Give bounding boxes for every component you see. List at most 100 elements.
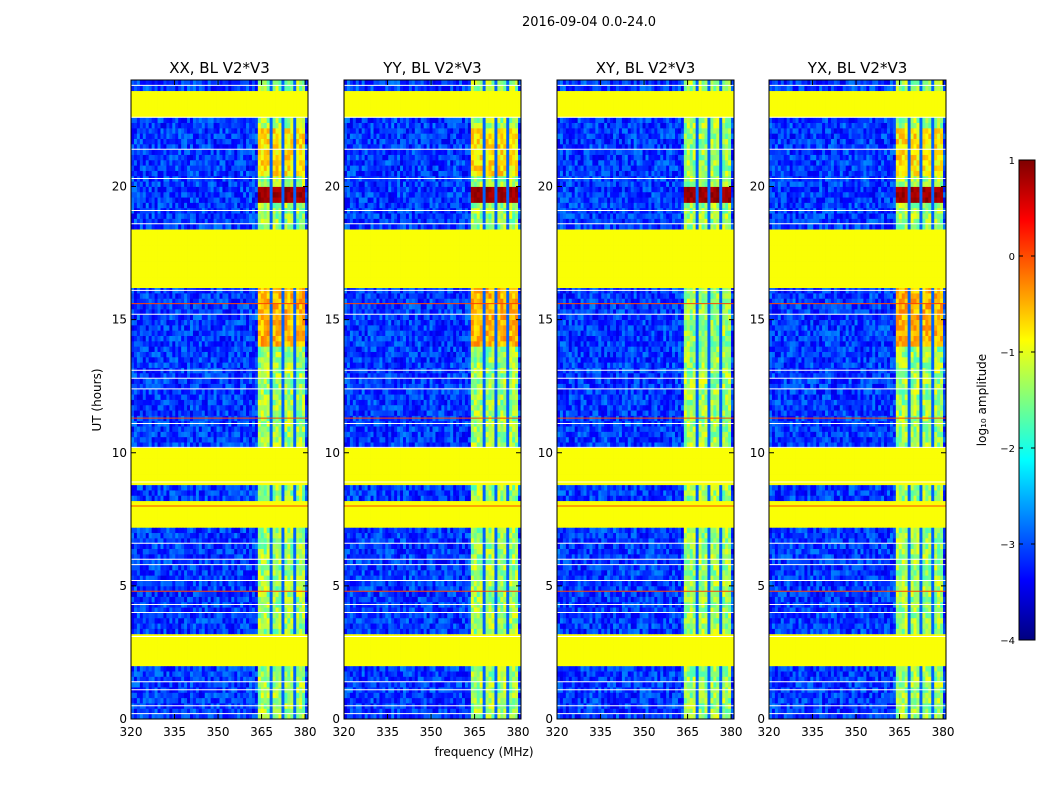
heatmap-cell bbox=[299, 293, 303, 299]
heatmap-cell bbox=[228, 649, 232, 656]
heatmap-cell bbox=[184, 410, 188, 416]
heatmap-cell bbox=[151, 277, 155, 283]
heatmap-cell bbox=[222, 516, 226, 523]
heatmap-cell bbox=[142, 617, 147, 624]
heatmap-cell bbox=[184, 660, 188, 667]
heatmap-cell bbox=[133, 308, 138, 315]
heatmap-cell bbox=[275, 308, 279, 315]
heatmap-cell bbox=[148, 468, 153, 475]
heatmap-cell bbox=[290, 308, 294, 315]
heatmap-cell bbox=[263, 681, 268, 688]
heatmap-cell bbox=[207, 697, 212, 704]
heatmap-cell bbox=[145, 543, 150, 549]
heatmap-cell bbox=[296, 543, 300, 549]
heatmap-cell bbox=[142, 596, 147, 603]
heatmap-cell bbox=[178, 298, 182, 305]
heatmap-cell bbox=[234, 521, 238, 528]
heatmap-cell bbox=[145, 692, 150, 699]
heatmap-cell bbox=[133, 335, 138, 342]
heatmap-cell bbox=[296, 330, 300, 336]
heatmap-cell bbox=[302, 463, 306, 470]
heatmap-cell bbox=[148, 537, 153, 544]
heatmap-cell bbox=[131, 559, 135, 565]
heatmap-cell bbox=[293, 612, 297, 619]
heatmap-cell bbox=[169, 383, 173, 390]
heatmap-cell bbox=[195, 532, 200, 539]
heatmap-cell bbox=[163, 484, 167, 491]
heatmap-cell bbox=[222, 564, 226, 571]
heatmap-cell bbox=[163, 511, 167, 518]
heatmap-cell bbox=[178, 623, 182, 629]
heatmap-cell bbox=[302, 585, 306, 592]
heatmap-cell bbox=[195, 431, 200, 438]
heatmap-cell bbox=[192, 277, 197, 283]
heatmap-cell bbox=[172, 506, 176, 512]
heatmap-cell bbox=[251, 532, 256, 539]
heatmap-cell bbox=[192, 660, 197, 667]
heatmap-cell bbox=[195, 516, 200, 523]
heatmap-cell bbox=[246, 490, 250, 496]
heatmap-cell bbox=[157, 644, 161, 651]
heatmap-cell bbox=[187, 655, 191, 661]
heatmap-cell bbox=[207, 410, 212, 416]
heatmap-cell bbox=[187, 490, 191, 496]
heatmap-cell bbox=[272, 447, 276, 454]
heatmap-cell bbox=[281, 319, 285, 326]
heatmap-cell bbox=[160, 426, 164, 432]
heatmap-cell bbox=[234, 676, 238, 683]
heatmap-cell bbox=[166, 596, 170, 603]
heatmap-cell bbox=[225, 506, 229, 512]
heatmap-cell bbox=[142, 580, 147, 587]
heatmap-cell bbox=[219, 277, 223, 283]
heatmap-cell bbox=[260, 527, 265, 534]
heatmap-cell bbox=[269, 293, 273, 299]
heatmap-cell bbox=[249, 537, 253, 544]
heatmap-cell bbox=[240, 319, 244, 326]
heatmap-cell bbox=[139, 362, 144, 368]
heatmap-cell bbox=[195, 521, 200, 528]
heatmap-cell bbox=[213, 665, 217, 672]
heatmap-cell bbox=[148, 277, 153, 283]
heatmap-cell bbox=[260, 516, 265, 523]
heatmap-cell bbox=[148, 319, 153, 326]
heatmap-cell bbox=[139, 591, 144, 597]
heatmap-image bbox=[131, 80, 308, 719]
heatmap-cell bbox=[275, 671, 279, 677]
heatmap-cell bbox=[260, 351, 265, 358]
heatmap-cell bbox=[234, 468, 238, 475]
heatmap-cell bbox=[142, 277, 147, 283]
heatmap-cell bbox=[281, 516, 285, 523]
heatmap-cell bbox=[231, 537, 235, 544]
heatmap-cell bbox=[231, 543, 235, 549]
heatmap-cell bbox=[240, 548, 244, 555]
heatmap-cell bbox=[302, 330, 306, 336]
heatmap-cell bbox=[231, 617, 235, 624]
heatmap-cell bbox=[237, 607, 241, 613]
heatmap-cell bbox=[184, 596, 188, 603]
heatmap-cell bbox=[184, 511, 188, 518]
heatmap-cell bbox=[210, 335, 214, 342]
heatmap-cell bbox=[234, 330, 238, 336]
heatmap-cell bbox=[142, 681, 147, 688]
heatmap-cell bbox=[249, 458, 253, 464]
heatmap-cell bbox=[210, 623, 214, 629]
heatmap-cell bbox=[169, 681, 173, 688]
heatmap-cell bbox=[195, 649, 200, 656]
heatmap-cell bbox=[228, 277, 232, 283]
heatmap-cell bbox=[157, 410, 161, 416]
heatmap-cell bbox=[263, 607, 268, 613]
heatmap-cell bbox=[204, 340, 209, 347]
heatmap-cell bbox=[213, 452, 217, 459]
heatmap-cell bbox=[131, 410, 135, 416]
heatmap-cell bbox=[204, 490, 209, 496]
heatmap-cell bbox=[169, 394, 173, 400]
heatmap-cell bbox=[133, 277, 138, 283]
heatmap-cell bbox=[195, 314, 200, 321]
heatmap-cell bbox=[213, 537, 217, 544]
heatmap-cell bbox=[169, 330, 173, 336]
heatmap-cell bbox=[228, 351, 232, 358]
heatmap-cell bbox=[275, 511, 279, 518]
heatmap-cell bbox=[225, 516, 229, 523]
heatmap-cell bbox=[272, 474, 276, 480]
